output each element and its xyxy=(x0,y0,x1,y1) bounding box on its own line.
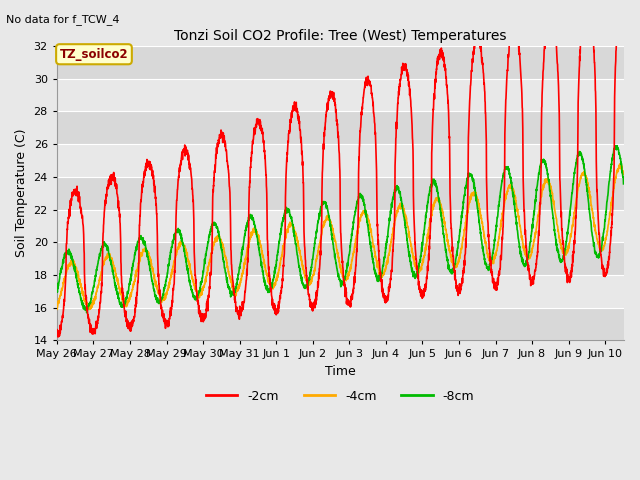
-8cm xyxy=(271,274,278,279)
-8cm xyxy=(152,292,159,298)
-8cm xyxy=(118,302,125,308)
-2cm xyxy=(118,280,125,286)
-8cm xyxy=(609,157,616,163)
-4cm xyxy=(616,161,623,167)
Bar xyxy=(57,177,623,210)
-8cm xyxy=(53,288,61,294)
Bar xyxy=(57,242,623,275)
-4cm xyxy=(620,171,627,177)
-8cm xyxy=(83,310,90,316)
Bar xyxy=(57,144,623,177)
-2cm xyxy=(53,332,61,337)
-2cm xyxy=(152,192,159,197)
-2cm xyxy=(548,7,556,12)
Bar xyxy=(57,111,623,144)
Text: No data for f_TCW_4: No data for f_TCW_4 xyxy=(6,14,120,25)
Bar xyxy=(57,210,623,242)
X-axis label: Time: Time xyxy=(324,365,356,378)
Text: TZ_soilco2: TZ_soilco2 xyxy=(60,48,128,61)
-2cm xyxy=(295,120,303,126)
-4cm xyxy=(548,187,556,193)
-4cm xyxy=(152,278,159,284)
-4cm xyxy=(295,245,303,251)
Title: Tonzi Soil CO2 Profile: Tree (West) Temperatures: Tonzi Soil CO2 Profile: Tree (West) Temp… xyxy=(174,29,506,43)
-4cm xyxy=(118,293,125,299)
-8cm xyxy=(548,201,556,206)
Bar xyxy=(57,46,623,79)
-2cm xyxy=(54,334,62,340)
-4cm xyxy=(609,194,616,200)
-8cm xyxy=(295,263,303,269)
Bar xyxy=(57,275,623,308)
Bar xyxy=(57,79,623,111)
-4cm xyxy=(86,307,93,312)
-2cm xyxy=(271,301,278,307)
Line: -8cm: -8cm xyxy=(57,145,623,313)
-2cm xyxy=(609,207,616,213)
Legend: -2cm, -4cm, -8cm: -2cm, -4cm, -8cm xyxy=(201,385,479,408)
-8cm xyxy=(620,181,627,187)
Y-axis label: Soil Temperature (C): Soil Temperature (C) xyxy=(15,129,28,257)
Bar xyxy=(57,308,623,340)
Line: -2cm: -2cm xyxy=(57,0,623,337)
-4cm xyxy=(271,280,278,286)
Line: -4cm: -4cm xyxy=(57,164,623,310)
-4cm xyxy=(53,307,61,312)
-8cm xyxy=(613,143,621,148)
